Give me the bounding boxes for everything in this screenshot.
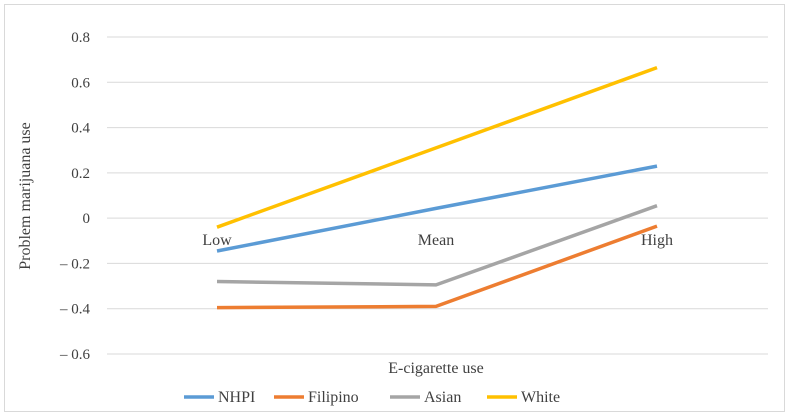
y-tick-label: – 0.6 bbox=[59, 347, 91, 363]
y-tick-label: – 0.4 bbox=[59, 302, 91, 318]
gridlines bbox=[107, 36, 768, 355]
series-line-white bbox=[216, 65, 658, 229]
legend-label: Asian bbox=[424, 389, 461, 406]
series-line-asian bbox=[216, 204, 658, 287]
y-tick-label: 0.6 bbox=[71, 75, 90, 91]
y-axis-tick-labels: 0.8 0.6 0.4 0.2 0 – 0.2 – 0.4 – 0.6 bbox=[59, 30, 91, 363]
y-tick-label: 0.4 bbox=[71, 121, 90, 137]
y-tick-label: 0 bbox=[83, 211, 91, 227]
legend-label: NHPI bbox=[218, 389, 255, 406]
legend: NHPI Filipino Asian White bbox=[184, 389, 560, 406]
x-axis-title: E-cigarette use bbox=[388, 360, 484, 377]
legend-item-filipino: Filipino bbox=[274, 389, 359, 406]
legend-label: Filipino bbox=[308, 389, 359, 406]
y-tick-label: – 0.2 bbox=[59, 256, 90, 272]
x-category-label: High bbox=[641, 232, 673, 249]
x-axis-category-labels: Low Mean High bbox=[202, 232, 673, 249]
series-lines bbox=[216, 65, 658, 310]
legend-item-asian: Asian bbox=[390, 389, 461, 406]
y-tick-label: 0.2 bbox=[71, 166, 90, 182]
x-category-label: Low bbox=[202, 232, 232, 249]
y-tick-label: 0.8 bbox=[71, 30, 90, 46]
x-category-label: Mean bbox=[418, 232, 454, 249]
series-line-filipino bbox=[216, 224, 658, 310]
legend-item-white: White bbox=[487, 389, 560, 406]
series-line-nhpi bbox=[216, 164, 658, 253]
y-axis-title: Problem marijuana use bbox=[17, 122, 34, 270]
legend-label: White bbox=[521, 389, 560, 406]
legend-item-nhpi: NHPI bbox=[184, 389, 255, 406]
